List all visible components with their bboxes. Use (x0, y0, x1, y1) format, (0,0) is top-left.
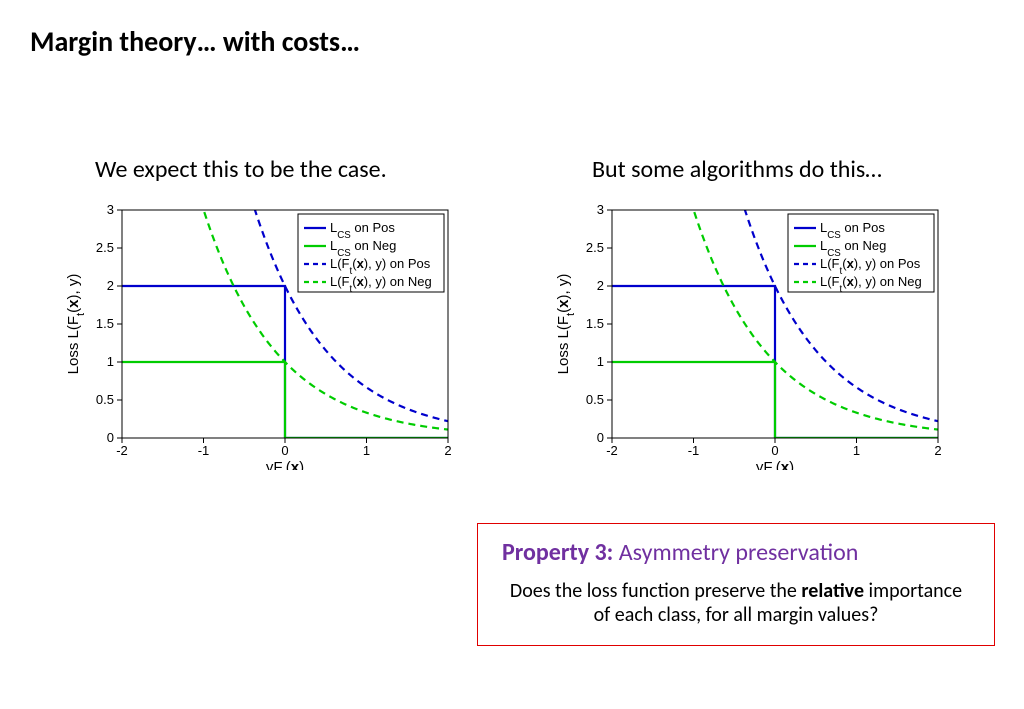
svg-text:2: 2 (934, 443, 941, 458)
svg-text:0: 0 (771, 443, 778, 458)
svg-text:-2: -2 (116, 443, 128, 458)
svg-text:1.5: 1.5 (96, 316, 114, 331)
svg-text:2: 2 (597, 278, 604, 293)
svg-text:0.5: 0.5 (96, 392, 114, 407)
svg-text:Loss L(Ft(x), y): Loss L(Ft(x), y) (65, 274, 87, 375)
svg-text:0: 0 (107, 430, 114, 445)
property-body: Does the loss function preserve the rela… (502, 579, 970, 627)
svg-text:2: 2 (107, 278, 114, 293)
svg-text:-1: -1 (688, 443, 700, 458)
svg-text:0: 0 (597, 430, 604, 445)
property-title: Property 3: Asymmetry preservation (502, 538, 970, 567)
svg-text:2.5: 2.5 (96, 240, 114, 255)
svg-text:yFt(x): yFt(x) (266, 459, 304, 470)
chart-left: -2 -1 0 1 2 0 0.5 1 1.5 2 2.5 3 yFt(x) Loss L(Ft(x), … (60, 200, 460, 475)
svg-text:1: 1 (363, 443, 370, 458)
svg-text:1.5: 1.5 (586, 316, 604, 331)
slide-title: Margin theory… with costs… (30, 24, 360, 59)
svg-text:1: 1 (107, 354, 114, 369)
chart-right: -2 -1 0 1 2 0 0.5 1 1.5 2 2.5 3 yFt(x) Loss L(Ft(x), … (550, 200, 950, 475)
svg-text:0.5: 0.5 (586, 392, 604, 407)
svg-text:2: 2 (444, 443, 451, 458)
left-subtitle: We expect this to be the case. (95, 155, 387, 184)
svg-text:1: 1 (853, 443, 860, 458)
svg-text:yFt(x): yFt(x) (756, 459, 794, 470)
svg-text:1: 1 (597, 354, 604, 369)
svg-text:2.5: 2.5 (586, 240, 604, 255)
svg-text:Loss L(Ft(x), y): Loss L(Ft(x), y) (555, 274, 577, 375)
right-subtitle: But some algorithms do this… (592, 155, 882, 184)
svg-text:0: 0 (281, 443, 288, 458)
svg-text:3: 3 (597, 202, 604, 217)
svg-text:3: 3 (107, 202, 114, 217)
svg-text:-1: -1 (198, 443, 210, 458)
svg-text:-2: -2 (606, 443, 618, 458)
property-box: Property 3: Asymmetry preservation Does … (477, 523, 995, 646)
